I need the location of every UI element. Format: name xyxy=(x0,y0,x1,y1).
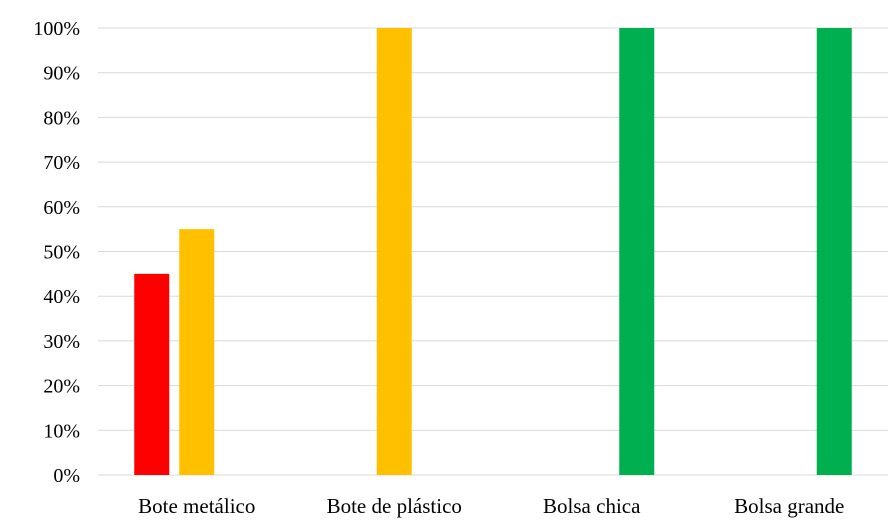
x-category-label: Bolsa chica xyxy=(543,494,641,518)
y-tick-label: 60% xyxy=(43,197,80,219)
y-tick-label: 0% xyxy=(53,465,80,487)
y-tick-label: 10% xyxy=(43,420,80,442)
y-tick-label: 40% xyxy=(43,286,80,308)
y-tick-label: 50% xyxy=(43,242,80,264)
bar xyxy=(816,28,852,475)
x-category-label: Bolsa grande xyxy=(734,494,844,518)
x-axis-category-labels: Bote metálico Bote de plástico Bolsa chica… xyxy=(138,494,844,518)
bars xyxy=(134,28,852,475)
y-tick-label: 30% xyxy=(43,331,80,353)
x-category-label: Bote de plástico xyxy=(327,494,462,518)
y-tick-label: 80% xyxy=(43,107,80,129)
bar xyxy=(376,28,412,475)
bar xyxy=(619,28,655,475)
y-tick-label: 90% xyxy=(43,63,80,85)
bar xyxy=(134,273,170,475)
y-axis-tick-labels: 0% 10% 20% 30% 40% 50% 60% 70% 80% 90% 100% xyxy=(33,18,80,487)
y-tick-label: 70% xyxy=(43,152,80,174)
gridlines xyxy=(98,27,888,476)
bar xyxy=(179,229,215,475)
y-tick-label: 20% xyxy=(43,376,80,398)
x-category-label: Bote metálico xyxy=(138,494,255,518)
y-tick-label: 100% xyxy=(33,18,80,40)
